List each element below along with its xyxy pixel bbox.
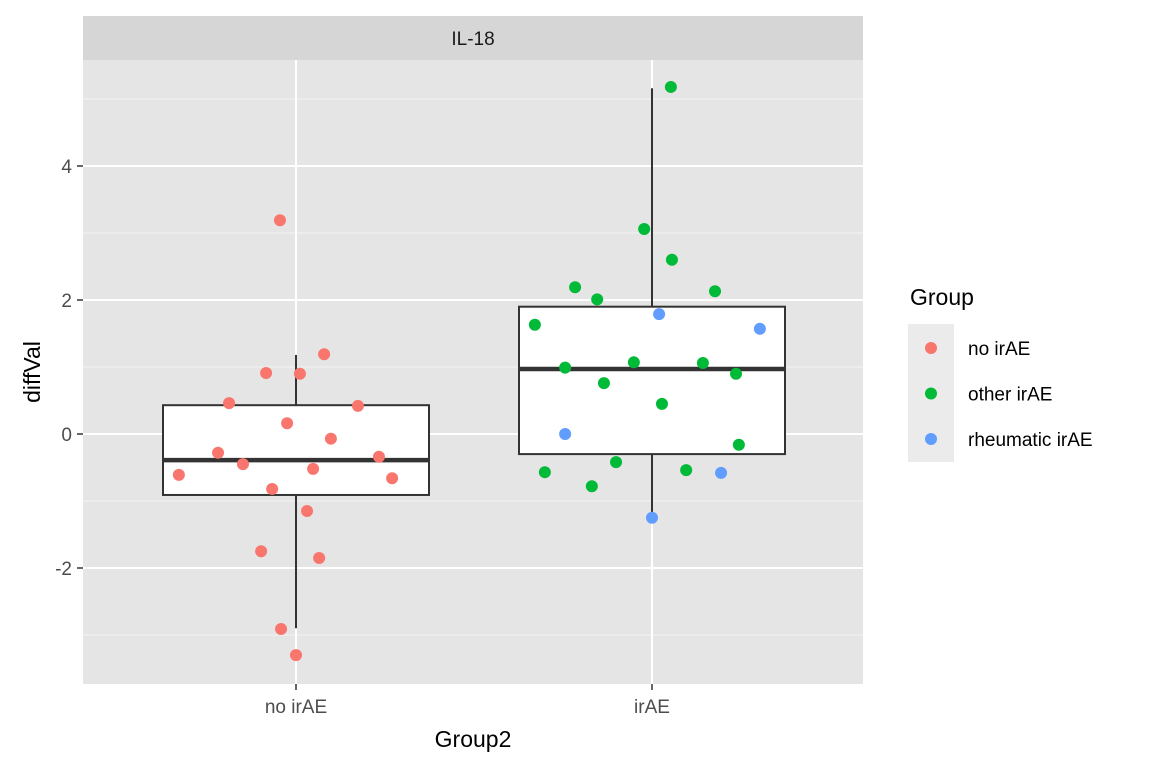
data-point	[528, 318, 541, 331]
data-point	[273, 214, 286, 227]
data-point	[715, 466, 728, 479]
data-point	[351, 399, 364, 412]
data-point	[236, 458, 249, 471]
data-point	[307, 462, 320, 475]
data-point	[753, 322, 766, 335]
data-point	[372, 450, 385, 463]
data-point	[627, 356, 640, 369]
x-tick-label: no irAE	[265, 697, 327, 718]
legend-label: other irAE	[968, 385, 1052, 406]
y-tick-label: -2	[55, 559, 72, 580]
data-point	[730, 367, 743, 380]
legend-label: rheumatic irAE	[968, 430, 1093, 451]
legend-key-no-irAE	[925, 342, 937, 354]
data-point	[266, 482, 279, 495]
data-point	[680, 464, 693, 477]
y-axis-title: diffVal	[19, 341, 45, 403]
data-point	[655, 397, 668, 410]
data-point	[585, 480, 598, 493]
box-iqr	[162, 404, 430, 496]
box-iqr	[518, 305, 786, 456]
data-point	[538, 466, 551, 479]
legend-title: Group	[910, 284, 974, 310]
data-point	[597, 377, 610, 390]
data-point	[301, 505, 314, 518]
data-point	[324, 432, 337, 445]
data-point	[591, 293, 604, 306]
data-point	[569, 281, 582, 294]
data-point	[709, 285, 722, 298]
data-point	[318, 348, 331, 361]
data-point	[223, 397, 236, 410]
data-point	[255, 545, 268, 558]
y-tick-label: 2	[61, 291, 72, 312]
facet-strip	[83, 16, 863, 60]
data-point	[172, 468, 185, 481]
data-point	[664, 80, 677, 93]
data-point	[559, 428, 572, 440]
legend-key-rheumatic-irAE	[925, 433, 937, 445]
data-point	[212, 446, 225, 459]
data-point	[559, 361, 572, 374]
data-point	[293, 367, 306, 380]
x-axis-title: Group2	[435, 726, 512, 752]
x-tick-label: irAE	[634, 697, 670, 718]
data-point	[646, 511, 658, 524]
data-point	[732, 438, 745, 451]
data-point	[610, 456, 623, 469]
data-point	[386, 472, 399, 485]
facet-title: IL-18	[451, 29, 494, 50]
data-point	[290, 649, 302, 662]
data-point	[638, 222, 651, 235]
legend-key-other-irAE	[925, 387, 937, 400]
data-point	[275, 622, 288, 635]
data-point	[313, 551, 326, 564]
y-tick-label: 4	[61, 157, 72, 178]
data-point	[260, 367, 273, 380]
legend-label: no irAE	[968, 339, 1030, 360]
data-point	[653, 308, 666, 321]
y-tick-label: 0	[61, 425, 72, 446]
data-point	[665, 253, 678, 266]
data-point	[281, 417, 294, 430]
legend: Group no irAE other irAE rheumatic irAE	[908, 284, 1093, 462]
data-point	[696, 356, 709, 369]
